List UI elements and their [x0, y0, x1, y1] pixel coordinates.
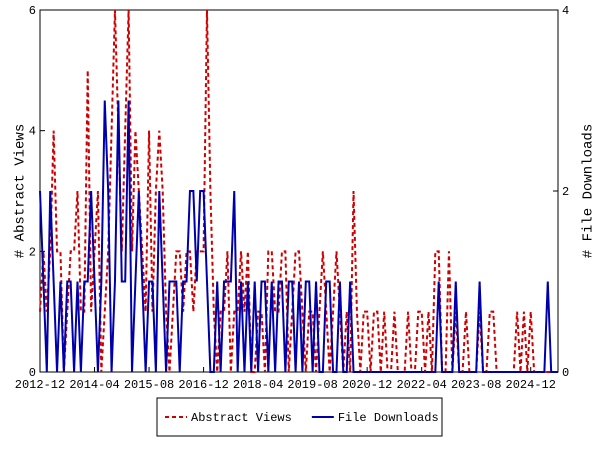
y-axis-label: # Abstract Views [13, 124, 29, 258]
y2-axis-label: # File Downloads [581, 124, 597, 258]
x-tick-label: 2016-12 [178, 378, 228, 392]
x-tick-label: 2019-08 [287, 378, 337, 392]
y2-tick-label: 4 [562, 4, 569, 18]
x-tick-label: 2012-12 [15, 378, 65, 392]
x-tick-label: 2022-04 [396, 378, 446, 392]
x-tick-label: 2014-04 [69, 378, 119, 392]
legend-label: File Downloads [338, 411, 439, 425]
x-tick-label: 2015-08 [124, 378, 174, 392]
legend-label: Abstract Views [191, 411, 292, 425]
legend-box [156, 397, 443, 437]
y-tick-label: 6 [29, 4, 36, 18]
x-tick-label: 2024-12 [506, 378, 556, 392]
y2-tick-label: 0 [562, 366, 569, 380]
series-line [39, 9, 558, 373]
x-tick-label: 2018-04 [233, 378, 283, 392]
series-line [39, 100, 558, 373]
x-tick-label: 2023-08 [451, 378, 501, 392]
y2-tick-label: 2 [562, 185, 569, 199]
x-tick-label: 2020-12 [342, 378, 392, 392]
y-tick-label: 0 [29, 366, 36, 380]
y-tick-label: 4 [29, 125, 36, 139]
y-tick-label: 2 [29, 245, 36, 259]
